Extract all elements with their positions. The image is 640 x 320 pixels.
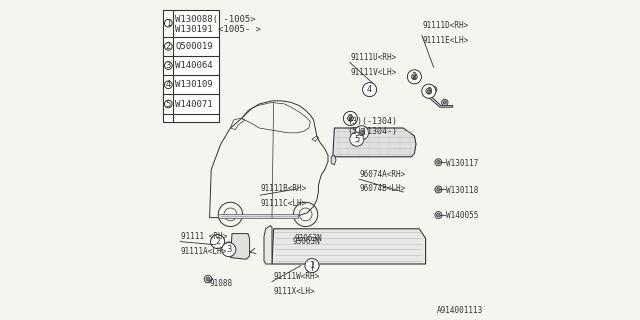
Text: Q500019: Q500019	[175, 42, 213, 51]
Text: 2: 2	[412, 72, 417, 81]
Text: 4: 4	[367, 85, 372, 94]
Text: 3: 3	[166, 61, 171, 70]
Circle shape	[413, 76, 416, 78]
Text: 91111V<LH>: 91111V<LH>	[351, 68, 397, 76]
Text: 91111C<LH>: 91111C<LH>	[261, 199, 307, 208]
Circle shape	[359, 130, 365, 136]
Circle shape	[435, 212, 442, 219]
Polygon shape	[264, 226, 272, 264]
Circle shape	[349, 117, 352, 120]
Circle shape	[442, 99, 448, 106]
Circle shape	[436, 161, 440, 164]
Text: 2: 2	[348, 114, 353, 123]
Circle shape	[407, 70, 422, 84]
Text: 1: 1	[309, 261, 315, 270]
Text: 91111B<RH>: 91111B<RH>	[261, 184, 307, 193]
Text: W130088( -1005>: W130088( -1005>	[175, 15, 256, 24]
Circle shape	[436, 213, 440, 217]
Text: 2: 2	[215, 237, 220, 246]
Text: 4: 4	[166, 80, 171, 89]
Text: 91111E<LH>: 91111E<LH>	[422, 36, 468, 44]
Text: 5: 5	[166, 100, 171, 108]
Circle shape	[428, 90, 430, 93]
Text: A914001113: A914001113	[437, 306, 483, 315]
Circle shape	[305, 259, 319, 273]
Text: 91111U<RH>: 91111U<RH>	[351, 53, 397, 62]
Circle shape	[343, 111, 357, 125]
Circle shape	[225, 242, 233, 250]
Circle shape	[426, 88, 432, 94]
Circle shape	[360, 131, 363, 134]
Polygon shape	[272, 229, 426, 264]
Circle shape	[355, 126, 369, 140]
Circle shape	[443, 101, 447, 104]
Circle shape	[227, 244, 231, 248]
Polygon shape	[333, 128, 416, 157]
Circle shape	[435, 186, 442, 193]
Text: W130117: W130117	[447, 159, 479, 168]
Polygon shape	[429, 85, 453, 107]
Text: 96074B<LH>: 96074B<LH>	[360, 184, 406, 193]
Polygon shape	[332, 155, 336, 165]
Text: 1: 1	[166, 19, 171, 28]
Text: 93063N: 93063N	[294, 234, 322, 243]
Polygon shape	[218, 214, 298, 218]
Text: 9111X<LH>: 9111X<LH>	[274, 287, 316, 296]
Text: 5: 5	[354, 135, 360, 144]
Circle shape	[211, 235, 225, 249]
Circle shape	[362, 83, 377, 97]
Circle shape	[206, 277, 210, 281]
Circle shape	[432, 88, 435, 91]
Circle shape	[435, 159, 442, 166]
Text: 91111A<LH>: 91111A<LH>	[181, 247, 227, 256]
Text: 2: 2	[166, 42, 171, 51]
Text: 96074A<RH>: 96074A<RH>	[360, 170, 406, 179]
Circle shape	[348, 116, 353, 121]
Text: 3: 3	[226, 245, 232, 254]
Circle shape	[422, 84, 436, 98]
FancyBboxPatch shape	[163, 10, 219, 122]
Circle shape	[219, 239, 223, 243]
Text: W140064: W140064	[175, 61, 213, 70]
Text: W130118: W130118	[447, 186, 479, 195]
Circle shape	[204, 275, 212, 283]
Text: 91111 <RH>: 91111 <RH>	[181, 232, 227, 241]
Text: 3: 3	[359, 128, 364, 137]
Circle shape	[431, 86, 437, 93]
Text: 91111W<RH>: 91111W<RH>	[274, 272, 320, 281]
Circle shape	[217, 237, 225, 245]
Circle shape	[349, 132, 364, 146]
Text: W130191 <1005- >: W130191 <1005- >	[175, 25, 261, 34]
Text: W140071: W140071	[175, 100, 213, 108]
Text: 91088: 91088	[210, 279, 233, 288]
Circle shape	[436, 188, 440, 191]
Circle shape	[221, 243, 236, 257]
Circle shape	[412, 74, 417, 80]
Polygon shape	[230, 234, 250, 259]
Text: (3)(-1304): (3)(-1304)	[347, 117, 397, 126]
Text: 93063N: 93063N	[292, 237, 321, 246]
Text: W130109: W130109	[175, 80, 213, 89]
Text: 91111D<RH>: 91111D<RH>	[422, 21, 468, 30]
Text: 3: 3	[426, 87, 431, 96]
Text: W140055: W140055	[447, 212, 479, 220]
Text: (5)(1304-): (5)(1304-)	[347, 127, 397, 136]
